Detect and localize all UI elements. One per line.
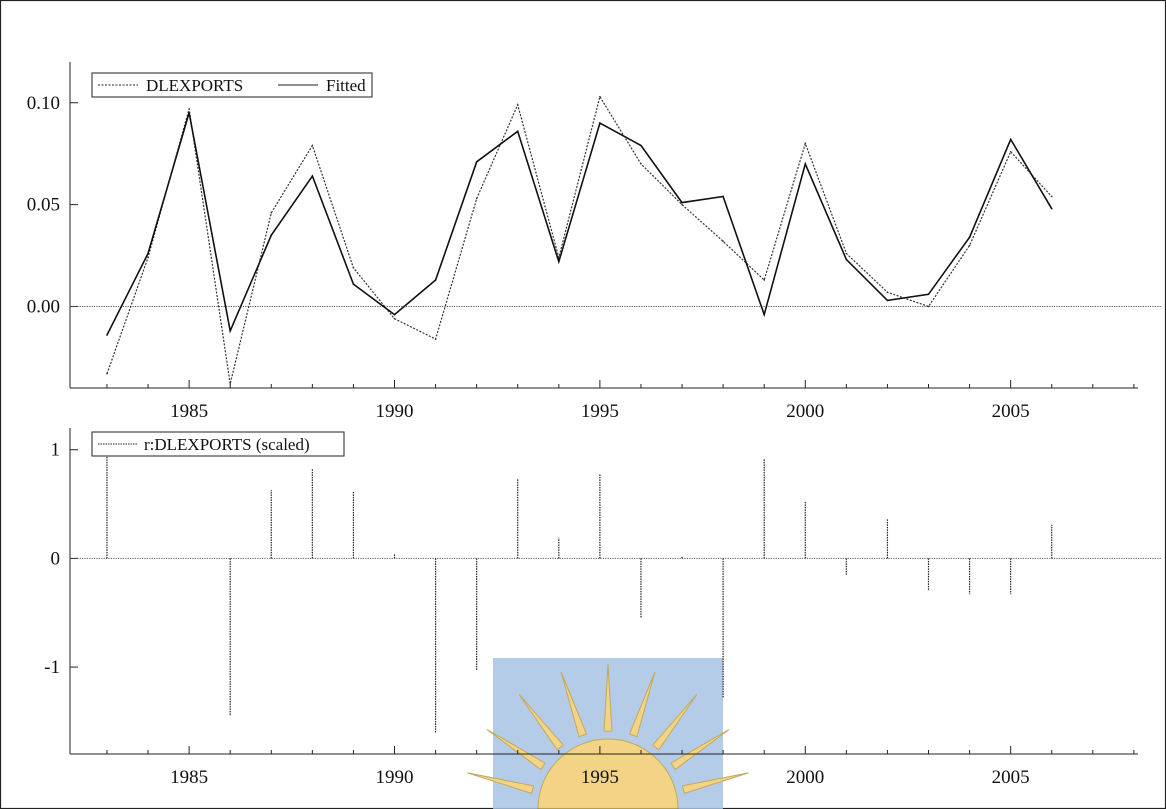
x-tick-label: 2005 [992,767,1030,788]
data-point-dlexports [393,317,396,320]
y-tick-label: 0.05 [27,195,60,216]
series-line-fitted [106,112,1053,336]
data-point-dlexports [106,372,108,375]
data-point-dlexports [763,279,765,281]
data-point-dlexports [188,108,190,110]
y-tick-label: 0.10 [27,93,60,114]
data-point-fitted [352,283,355,285]
x-tick-label: 1990 [376,767,414,788]
data-point-dlexports [147,256,149,259]
data-point-fitted [516,130,519,133]
sun-ray [670,728,730,771]
y-tick-label: 0 [51,548,61,569]
data-point-fitted [804,163,807,165]
data-point-dlexports [722,240,724,243]
sun-rays [467,663,749,795]
sun-ray [681,772,749,795]
data-point-dlexports [599,95,601,98]
data-point-dlexports [1009,150,1012,153]
data-point-dlexports [475,197,478,200]
data-point-fitted [106,334,108,336]
x-tick-label: 2005 [992,401,1030,422]
data-point-fitted [681,201,683,204]
sun-ray [467,772,535,795]
sun-ray [651,694,698,751]
data-point-dlexports [270,211,273,214]
data-point-fitted [1050,207,1053,210]
fitted-plot-panel: 1985 1990 1995 2000 2005 0.00 0.05 0.10 DLEXPORT… [27,62,1162,422]
data-point-dlexports [352,266,355,269]
data-point-fitted [968,236,971,239]
x-tick-label: 1985 [170,401,208,422]
data-point-fitted [886,299,889,302]
x-tick-label: 1990 [376,401,414,422]
sun-disc [537,738,679,809]
data-point-fitted [188,112,190,114]
x-tick-label: 1995 [581,767,619,788]
legend-label-fitted: Fitted [326,76,366,95]
sun-ray [628,671,656,738]
sun-ray [486,728,546,771]
x-tick-label: 2000 [786,767,824,788]
data-point-fitted [927,293,930,296]
data-point-fitted [270,234,273,236]
data-point-dlexports [927,305,930,308]
data-point-fitted [229,330,231,332]
data-point-fitted [599,122,601,124]
residual-plot-panel: 1985 1990 1995 2000 2005 -1 0 1 r:DLEXPORTS (sca… [44,428,1162,788]
data-point-fitted [434,279,437,281]
sun-ray [603,663,613,732]
data-point-dlexports [1050,195,1053,198]
data-point-dlexports [845,252,848,255]
data-point-fitted [475,161,478,163]
data-point-fitted [763,313,765,316]
y-tick-label: 0.00 [27,297,60,318]
y-tick-label: 1 [51,440,61,461]
data-point-fitted [558,260,560,263]
university-seal-watermark [467,658,749,809]
data-point-dlexports [311,144,314,147]
data-point-dlexports [229,383,231,385]
data-point-dlexports [968,244,971,247]
y-tick-label: -1 [44,657,60,678]
data-point-fitted [722,195,724,198]
data-point-fitted [845,258,848,261]
data-point-fitted [147,252,149,255]
x-tick-label: 2000 [786,401,824,422]
data-point-dlexports [886,291,889,294]
legend-label-dlexports: DLEXPORTS [146,76,243,95]
x-tick-label: 1985 [170,767,208,788]
x-tick-label: 1995 [581,401,619,422]
sun-ray [518,694,565,751]
data-point-dlexports [640,163,642,165]
data-point-dlexports [681,203,683,206]
data-point-fitted [1009,138,1012,141]
sun-ray [560,671,588,738]
data-point-fitted [393,313,396,316]
data-point-fitted [640,144,642,147]
data-point-dlexports [516,103,519,106]
data-point-dlexports [434,338,437,340]
data-point-fitted [311,175,314,177]
legend-label-residual: r:DLEXPORTS (scaled) [144,435,310,454]
legend-box [91,72,373,98]
series-line-dlexports [106,95,1053,385]
data-point-dlexports [804,142,807,145]
